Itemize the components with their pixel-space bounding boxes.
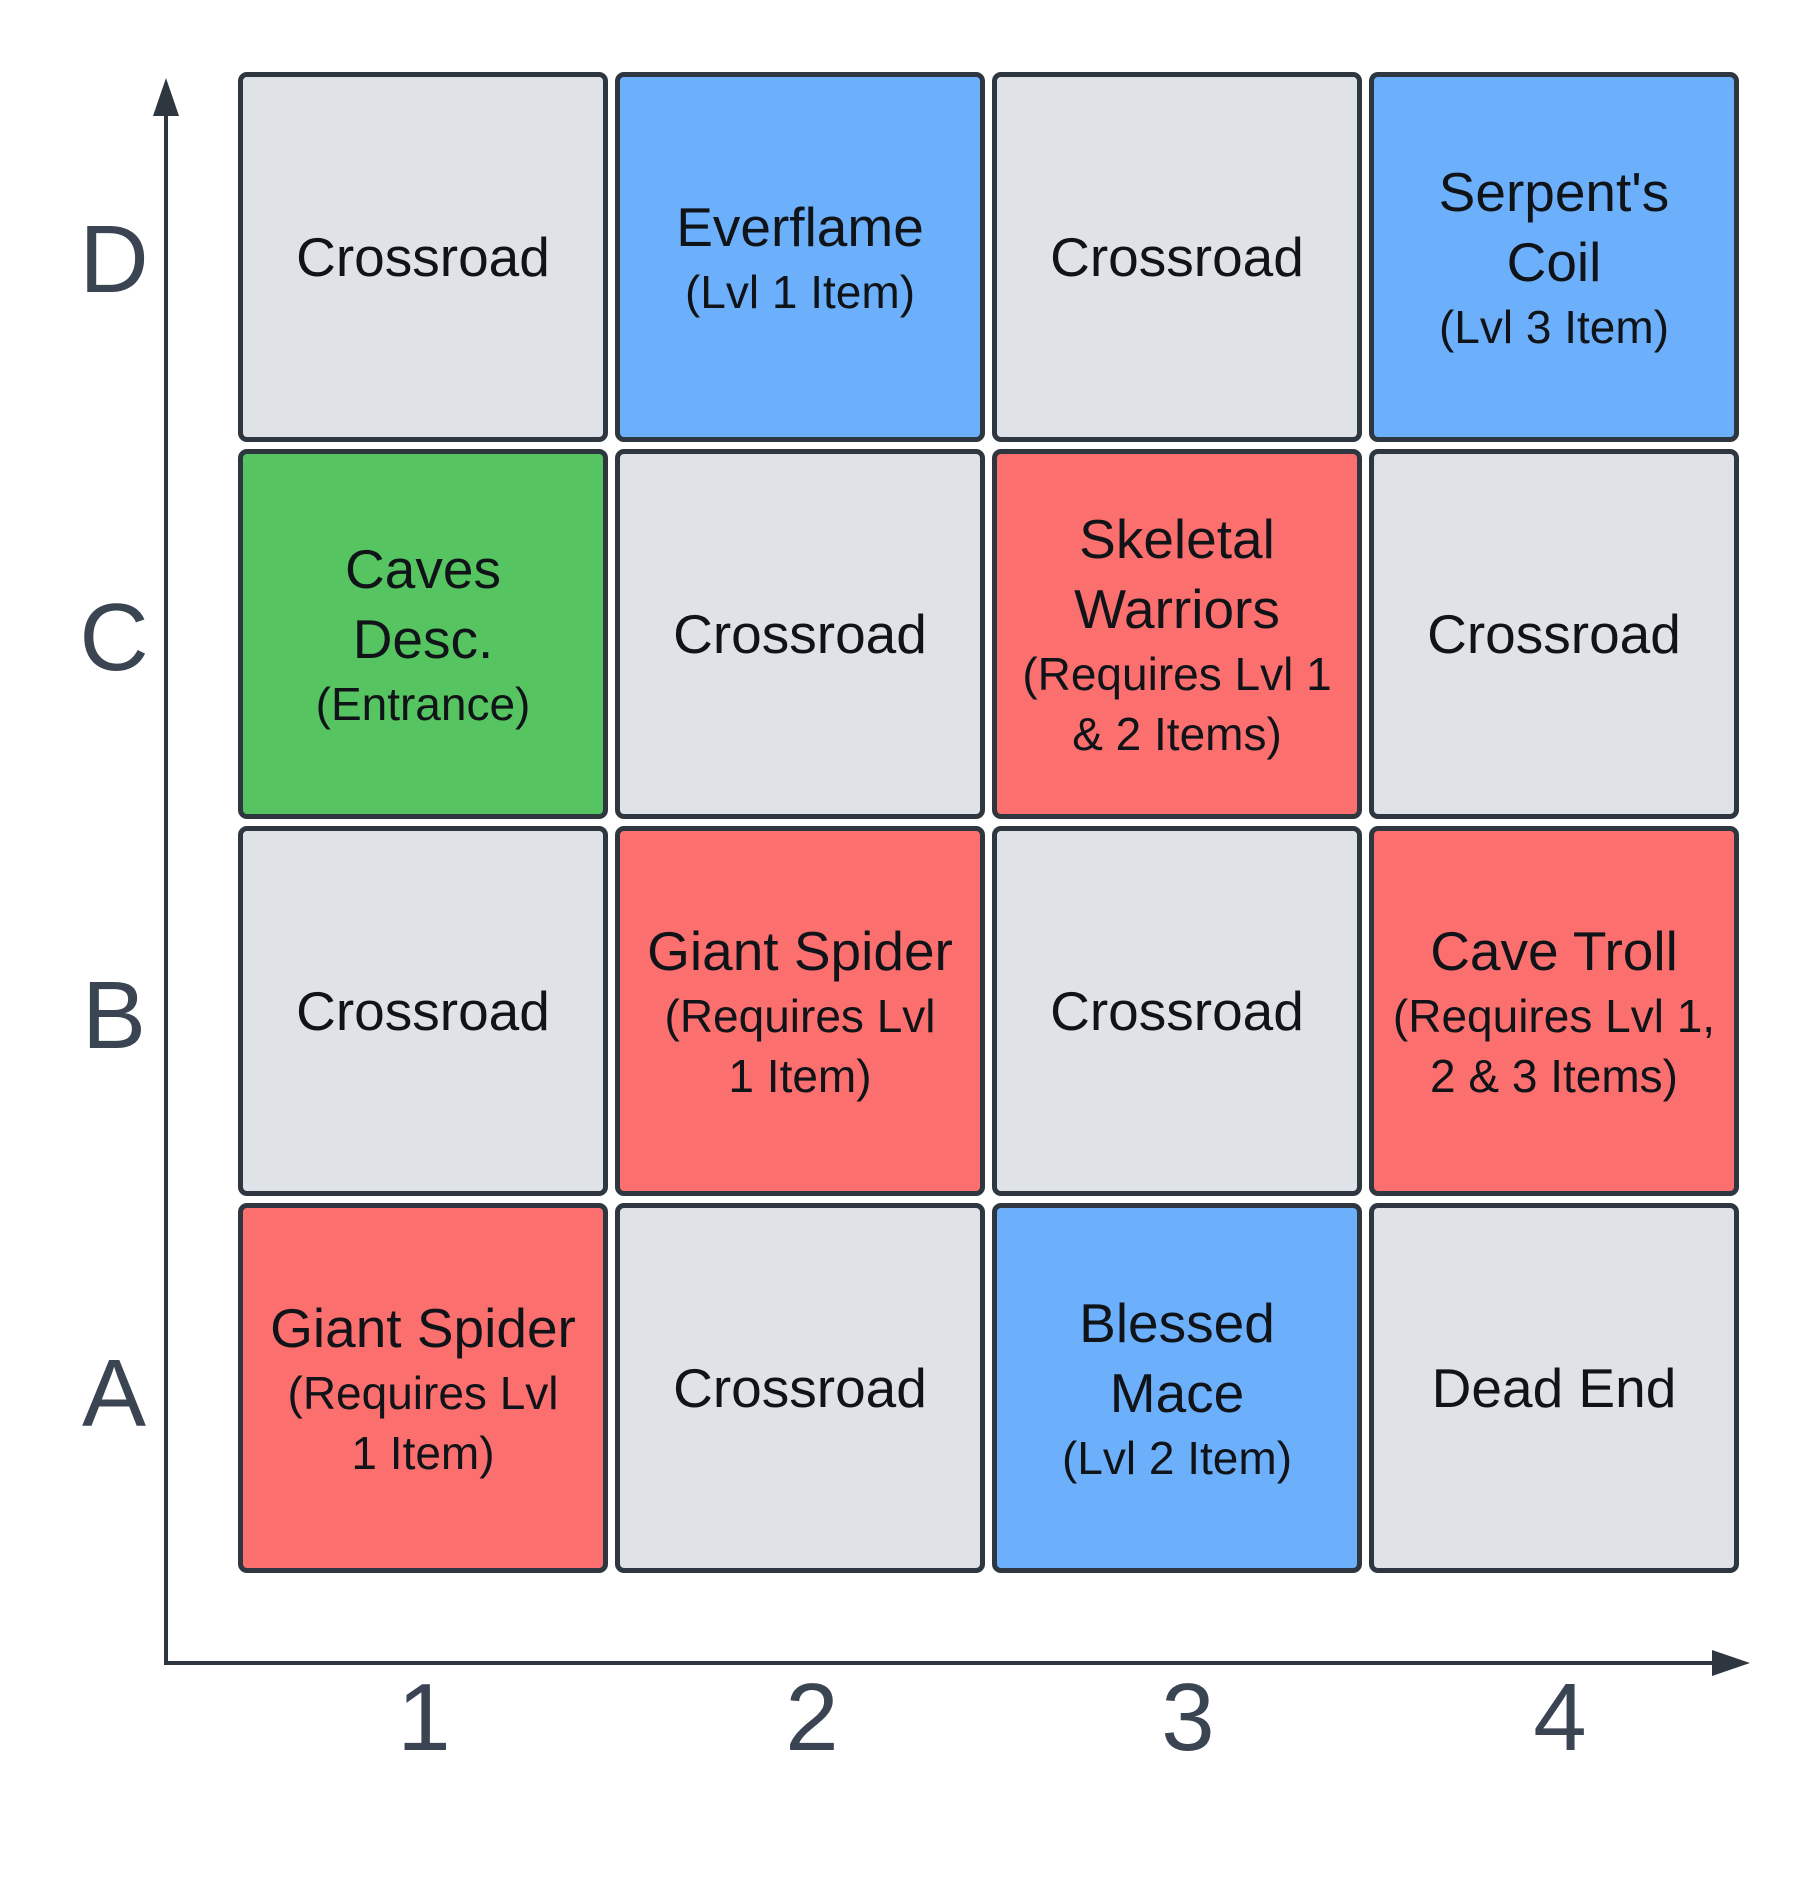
cell-a3: Blessed Mace (Lvl 2 Item) — [992, 1203, 1362, 1573]
col-label-4: 4 — [1533, 1664, 1587, 1771]
cell-title: Crossroad — [673, 1357, 927, 1419]
cell-subtitle: (Requires Lvl 1 Item) — [664, 990, 936, 1102]
cell-c1: Caves Desc. (Entrance) — [238, 449, 608, 819]
cell-subtitle: (Entrance) — [315, 678, 531, 730]
row-label-c: C — [79, 584, 149, 691]
cell-c4: Crossroad — [1369, 449, 1739, 819]
cell-title: Skeletal Warriors — [1074, 508, 1280, 640]
cell-b3: Crossroad — [992, 826, 1362, 1196]
cell-a2: Crossroad — [615, 1203, 985, 1573]
cell-c3: Skeletal Warriors (Requires Lvl 1 & 2 It… — [992, 449, 1362, 819]
cell-title: Crossroad — [1427, 603, 1681, 665]
row-label-b: B — [81, 962, 147, 1069]
cell-d2: Everflame (Lvl 1 Item) — [615, 72, 985, 442]
y-axis-arrowhead — [153, 78, 179, 116]
cell-title: Dead End — [1431, 1357, 1677, 1419]
cell-title: Cave Troll — [1430, 920, 1678, 982]
cell-title: Giant Spider — [270, 1297, 576, 1359]
cell-subtitle: (Lvl 2 Item) — [1061, 1432, 1293, 1484]
cell-title: Crossroad — [1050, 226, 1304, 288]
cell-b2: Giant Spider (Requires Lvl 1 Item) — [615, 826, 985, 1196]
cell-c2: Crossroad — [615, 449, 985, 819]
col-label-2: 2 — [785, 1664, 839, 1771]
cell-title: Crossroad — [673, 603, 927, 665]
cell-title: Serpent's Coil — [1438, 161, 1670, 293]
cell-subtitle: (Requires Lvl 1 & 2 Items) — [1022, 648, 1332, 760]
x-axis-line — [164, 1661, 1744, 1665]
x-axis-arrowhead — [1712, 1650, 1750, 1676]
cell-subtitle: (Lvl 3 Item) — [1438, 301, 1670, 353]
cell-subtitle: (Lvl 1 Item) — [684, 266, 916, 318]
cell-title: Caves Desc. — [345, 538, 501, 670]
cell-title: Everflame — [676, 196, 924, 258]
col-label-1: 1 — [397, 1664, 451, 1771]
cell-d4: Serpent's Coil (Lvl 3 Item) — [1369, 72, 1739, 442]
cell-b4: Cave Troll (Requires Lvl 1, 2 & 3 Items) — [1369, 826, 1739, 1196]
row-label-a: A — [81, 1340, 147, 1447]
col-label-3: 3 — [1161, 1664, 1215, 1771]
y-axis-line — [164, 98, 168, 1663]
cell-subtitle: (Requires Lvl 1 Item) — [287, 1367, 559, 1479]
cell-title: Crossroad — [1050, 980, 1304, 1042]
dungeon-grid: Crossroad Everflame (Lvl 1 Item) Crossro… — [238, 72, 1750, 1584]
row-label-d: D — [79, 206, 149, 313]
cell-title: Giant Spider — [647, 920, 953, 982]
cell-title: Blessed Mace — [1079, 1292, 1275, 1424]
cell-subtitle: (Requires Lvl 1, 2 & 3 Items) — [1392, 990, 1716, 1102]
cell-d3: Crossroad — [992, 72, 1362, 442]
cell-d1: Crossroad — [238, 72, 608, 442]
cell-a1: Giant Spider (Requires Lvl 1 Item) — [238, 1203, 608, 1573]
cell-title: Crossroad — [296, 980, 550, 1042]
cell-title: Crossroad — [296, 226, 550, 288]
cell-b1: Crossroad — [238, 826, 608, 1196]
cell-a4: Dead End — [1369, 1203, 1739, 1573]
